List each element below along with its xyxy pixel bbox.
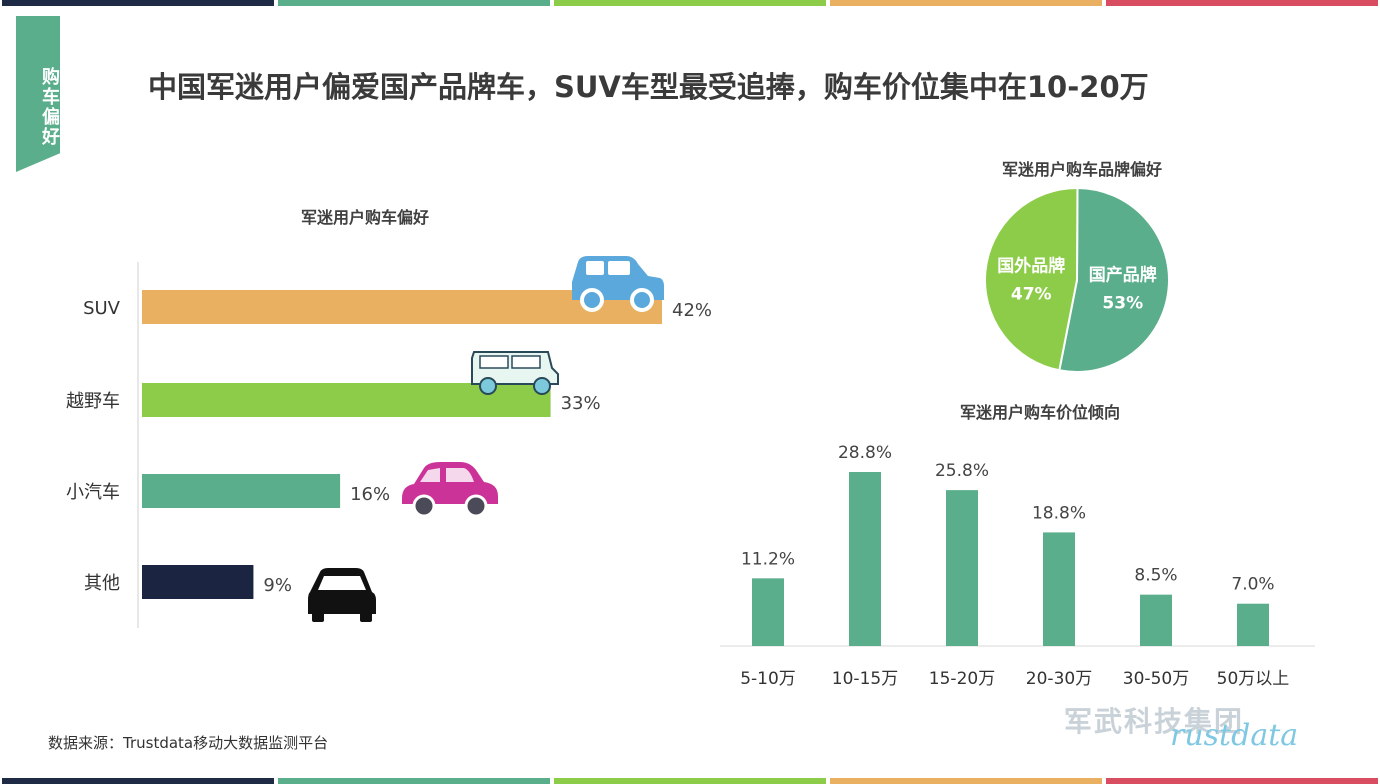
jeep-window — [511, 355, 541, 369]
sedan-wheel — [312, 612, 324, 622]
price-value-label: 18.8% — [1032, 503, 1086, 523]
jeep-wheel — [479, 377, 497, 395]
value-label: 9% — [263, 575, 292, 596]
bottom-stripe-segment — [830, 778, 1102, 784]
price-value-label: 11.2% — [741, 549, 795, 569]
price-bar — [849, 472, 881, 646]
bar-其他 — [142, 565, 254, 599]
pie-slice-国外品牌 — [984, 187, 1079, 372]
pie-slice-label: 国产品牌 — [1089, 265, 1157, 286]
suv-window — [586, 261, 604, 275]
price-category-label: 20-30万 — [1026, 669, 1092, 689]
compact-body — [402, 462, 498, 504]
bar-小汽车 — [142, 474, 341, 508]
category-label: SUV — [83, 298, 121, 319]
compact-window — [420, 468, 440, 482]
suv-car-icon — [572, 256, 664, 312]
pie-slice-国产品牌 — [1058, 186, 1170, 373]
price-bar — [1043, 532, 1075, 646]
sedan-body — [308, 568, 376, 614]
sedan-car-icon — [308, 568, 376, 622]
suv-wheel — [580, 288, 604, 312]
pie-slice-value: 53% — [1102, 294, 1143, 314]
top-stripe-segment — [2, 0, 274, 6]
data-source: 数据来源：Trustdata移动大数据监测平台 — [48, 734, 329, 752]
price-value-label: 28.8% — [838, 443, 892, 463]
compact-wheel — [464, 494, 488, 518]
price-category-label: 30-50万 — [1123, 669, 1189, 689]
category-label: 小汽车 — [66, 482, 120, 503]
bottom-stripe-segment — [278, 778, 550, 784]
price-category-label: 15-20万 — [929, 669, 995, 689]
value-label: 33% — [561, 393, 601, 414]
value-label: 16% — [350, 484, 390, 505]
category-label: 越野车 — [66, 391, 120, 412]
bottom-stripe-segment — [1106, 778, 1378, 784]
price-value-label: 7.0% — [1231, 575, 1274, 595]
bottom-stripe-segment — [554, 778, 826, 784]
preference-chart-title: 军迷用户购车偏好 — [300, 208, 429, 227]
price-category-label: 5-10万 — [740, 669, 796, 689]
sedan-wheel — [360, 612, 372, 622]
sedan-window — [318, 576, 366, 590]
top-stripe-segment — [1106, 0, 1378, 6]
suv-wheel — [630, 288, 654, 312]
offroad-jeep-icon — [471, 351, 559, 395]
price-value-label: 25.8% — [935, 461, 989, 481]
section-tag: 购车偏好 — [16, 16, 60, 172]
compact-window — [446, 468, 474, 482]
watermark-text: 军武科技集团 — [1064, 705, 1245, 738]
suv-window — [608, 261, 630, 275]
bottom-stripe-segment — [2, 778, 274, 784]
price-bar — [1140, 594, 1172, 646]
top-stripe-segment — [278, 0, 550, 6]
price-value-label: 8.5% — [1134, 566, 1177, 586]
pie-slice-value: 47% — [1011, 284, 1052, 304]
page-title: 中国军迷用户偏爱国产品牌车，SUV车型最受追捧，购车价位集中在10-20万 — [148, 70, 1149, 104]
compact-wheel — [412, 494, 436, 518]
jeep-window — [479, 355, 509, 369]
jeep-wheel — [533, 377, 551, 395]
price-chart-title: 军迷用户购车价位倾向 — [959, 403, 1120, 422]
brand-pie-title: 军迷用户购车品牌偏好 — [1001, 160, 1162, 179]
price-bar — [1237, 603, 1269, 646]
pie-slice-label: 国外品牌 — [997, 255, 1065, 276]
price-category-label: 50万以上 — [1217, 669, 1290, 689]
top-stripe-segment — [554, 0, 826, 6]
watermark-logo: rustdata — [1170, 718, 1299, 753]
price-bar — [946, 490, 978, 646]
price-bar — [752, 578, 784, 646]
compact-car-icon — [402, 462, 498, 518]
price-category-label: 10-15万 — [832, 669, 898, 689]
value-label: 42% — [672, 300, 712, 321]
category-label: 其他 — [84, 573, 120, 594]
top-stripe-segment — [830, 0, 1102, 6]
